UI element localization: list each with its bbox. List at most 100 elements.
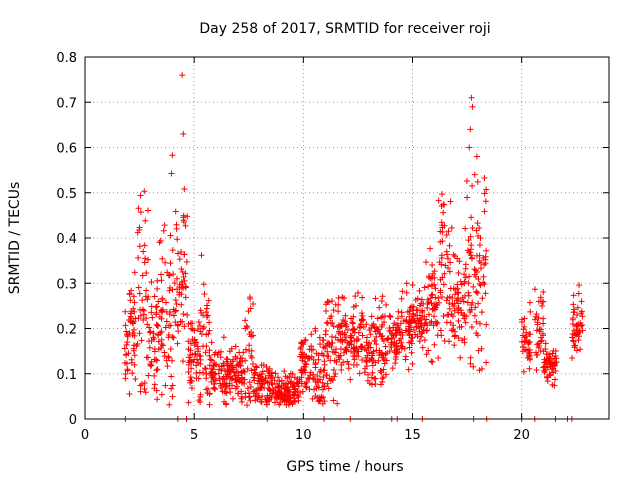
data-point	[223, 401, 230, 408]
data-point	[287, 370, 294, 377]
data-point	[141, 188, 148, 195]
data-point	[253, 364, 260, 371]
data-point	[227, 389, 234, 396]
data-point	[450, 251, 457, 258]
data-point	[437, 289, 444, 296]
data-point	[533, 311, 540, 318]
data-point	[330, 366, 337, 373]
data-point	[127, 297, 134, 304]
data-point	[449, 313, 456, 320]
data-point	[527, 308, 534, 315]
data-point	[481, 261, 488, 268]
data-point	[139, 381, 146, 388]
data-point	[170, 312, 177, 319]
data-point	[386, 327, 393, 334]
data-point	[310, 386, 317, 393]
data-point	[350, 313, 357, 320]
data-point	[520, 368, 527, 375]
data-point	[419, 329, 426, 336]
data-point	[379, 354, 386, 361]
data-point	[297, 345, 304, 352]
data-point	[235, 362, 242, 369]
data-point	[217, 354, 224, 361]
data-point	[573, 347, 580, 354]
data-point	[158, 277, 165, 284]
data-point	[351, 329, 358, 336]
data-point	[145, 256, 152, 263]
data-point	[441, 270, 448, 277]
data-point	[380, 337, 387, 344]
data-point	[194, 343, 201, 350]
data-point	[268, 394, 275, 401]
data-point	[431, 341, 438, 348]
data-point	[578, 308, 585, 315]
data-point	[259, 368, 266, 375]
data-point	[269, 381, 276, 388]
data-point	[476, 252, 483, 259]
data-point	[246, 342, 253, 349]
data-point	[329, 297, 336, 304]
data-point	[250, 374, 257, 381]
data-point	[136, 224, 143, 231]
data-point	[270, 387, 277, 394]
data-point	[462, 225, 469, 232]
data-point	[210, 384, 217, 391]
data-point	[313, 383, 320, 390]
data-point	[388, 335, 395, 342]
data-point	[286, 399, 293, 406]
data-point	[203, 370, 210, 377]
data-point	[468, 242, 475, 249]
data-point	[466, 307, 473, 314]
data-point	[456, 258, 463, 265]
data-point	[570, 301, 577, 308]
data-point	[181, 186, 188, 193]
data-point	[373, 333, 380, 340]
data-point	[340, 359, 347, 366]
y-tick-label: 0.4	[56, 232, 77, 247]
data-point	[188, 325, 195, 332]
data-point	[363, 357, 370, 364]
data-point	[170, 271, 177, 278]
data-point	[575, 290, 582, 297]
data-point	[455, 295, 462, 302]
data-point	[248, 354, 255, 361]
data-point	[230, 364, 237, 371]
data-point	[162, 382, 169, 389]
data-point	[380, 374, 387, 381]
data-point	[462, 274, 469, 281]
data-point	[327, 320, 334, 327]
data-point	[312, 325, 319, 332]
y-tick-label: 0.3	[56, 277, 77, 292]
data-point	[375, 326, 382, 333]
data-point	[330, 307, 337, 314]
data-point	[435, 295, 442, 302]
data-point	[299, 357, 306, 364]
data-point	[173, 225, 180, 232]
data-point	[188, 384, 195, 391]
data-point	[451, 307, 458, 314]
data-point	[341, 295, 348, 302]
data-point	[282, 381, 289, 388]
data-point	[474, 220, 481, 227]
data-point	[206, 401, 213, 408]
data-point	[358, 343, 365, 350]
data-point	[242, 390, 249, 397]
data-point	[129, 319, 136, 326]
data-point	[419, 307, 426, 314]
data-point	[370, 320, 377, 327]
data-point	[347, 338, 354, 345]
data-point	[181, 251, 188, 258]
data-point	[191, 336, 198, 343]
data-point	[324, 380, 331, 387]
data-point	[473, 288, 480, 295]
data-point	[148, 362, 155, 369]
data-point	[426, 311, 433, 318]
data-point	[421, 284, 428, 291]
data-point	[202, 365, 209, 372]
data-point	[455, 270, 462, 277]
data-point	[277, 399, 284, 406]
data-point	[428, 358, 435, 365]
data-point	[402, 356, 409, 363]
data-point	[361, 369, 368, 376]
data-point	[483, 359, 490, 366]
